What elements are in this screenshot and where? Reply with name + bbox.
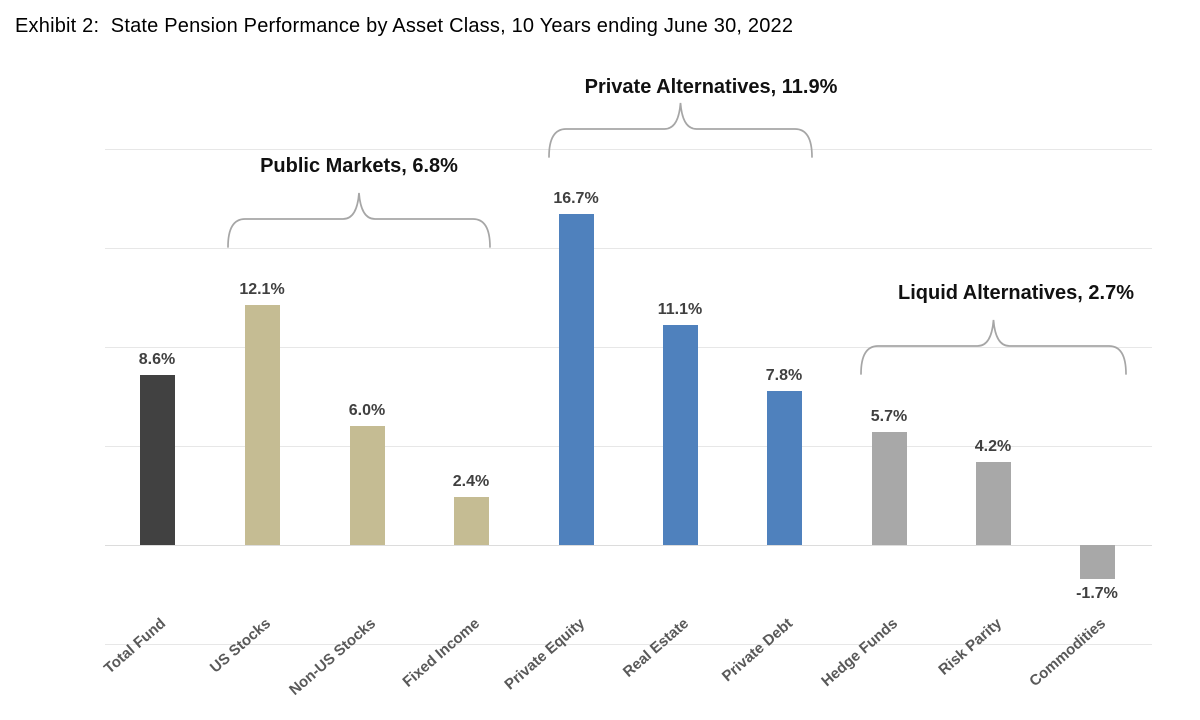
value-label-real-estate: 11.1% bbox=[657, 301, 703, 319]
bar-private-debt bbox=[766, 390, 802, 545]
value-label-non-us-stocks: 6.0% bbox=[348, 402, 386, 420]
value-label-private-equity: 16.7% bbox=[553, 190, 599, 208]
category-label-total-fund: Total Fund bbox=[100, 614, 170, 678]
gridline-20pct bbox=[105, 149, 1152, 150]
bar-hedge-funds bbox=[871, 432, 907, 545]
bar-fixed-income bbox=[453, 497, 489, 545]
value-label-private-debt: 7.8% bbox=[765, 366, 803, 384]
value-label-hedge-funds: 5.7% bbox=[870, 408, 908, 426]
brace-private-alternatives bbox=[548, 102, 813, 158]
value-label-us-stocks: 12.1% bbox=[239, 281, 285, 299]
bar-commodities bbox=[1079, 545, 1115, 579]
gridline-0pct bbox=[105, 545, 1152, 546]
value-label-total-fund: 8.6% bbox=[138, 350, 176, 368]
value-label-fixed-income: 2.4% bbox=[452, 473, 490, 491]
bar-real-estate bbox=[662, 325, 698, 545]
group-label-public-markets: Public Markets, 6.8% bbox=[260, 155, 458, 177]
bar-us-stocks bbox=[244, 305, 280, 545]
gridline-5pct bbox=[105, 446, 1152, 447]
exhibit-title: Exhibit 2: State Pension Performance by … bbox=[15, 15, 794, 37]
brace-public-markets bbox=[227, 192, 491, 248]
bar-total-fund bbox=[139, 374, 175, 545]
value-label-commodities: -1.7% bbox=[1076, 584, 1118, 602]
bar-risk-parity bbox=[975, 461, 1011, 545]
gridline-15pct bbox=[105, 248, 1152, 249]
group-label-private-alternatives: Private Alternatives, 11.9% bbox=[584, 76, 838, 98]
brace-liquid-alternatives bbox=[860, 319, 1127, 375]
group-label-liquid-alternatives: Liquid Alternatives, 2.7% bbox=[898, 282, 1134, 304]
bar-non-us-stocks bbox=[349, 426, 385, 545]
bar-private-equity bbox=[558, 214, 594, 545]
value-label-risk-parity: 4.2% bbox=[974, 437, 1012, 455]
gridline-10pct bbox=[105, 347, 1152, 348]
gridline--5pct bbox=[105, 644, 1152, 645]
